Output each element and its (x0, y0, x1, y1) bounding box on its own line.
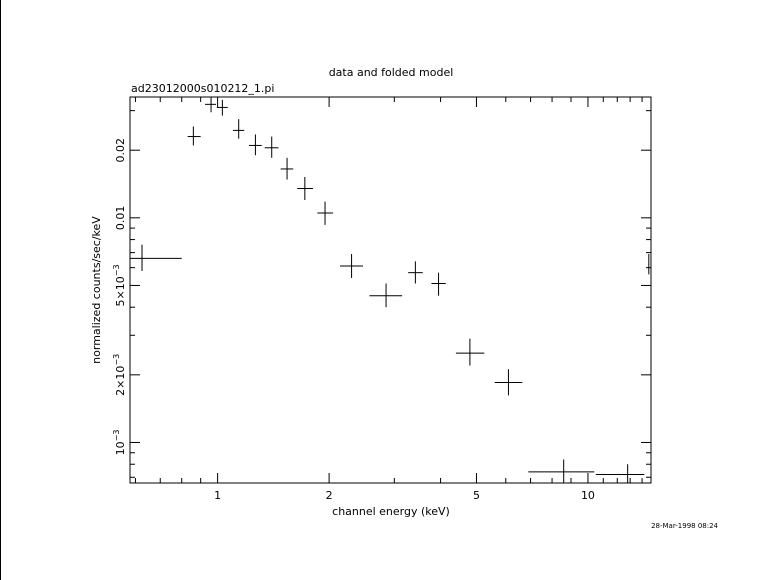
x-tick-label: 5 (473, 489, 480, 502)
x-tick-label: 1 (214, 489, 221, 502)
data-point (317, 201, 334, 225)
y-axis-label: normalized counts/sec/keV (90, 216, 103, 364)
data-point (369, 283, 403, 308)
data-point (187, 126, 201, 146)
data-point (297, 176, 314, 201)
data-point (339, 254, 364, 278)
data-point (494, 369, 523, 396)
timestamp: 28-Mar-1998 08:24 (651, 522, 718, 530)
plot-frame (129, 96, 652, 484)
chart-subtitle: ad23012000s010212_1.pi (131, 82, 274, 95)
data-point (595, 464, 645, 483)
y-tick-label: 10−3 (112, 430, 127, 456)
data-point (216, 99, 228, 116)
data-point (248, 134, 262, 156)
data-point (455, 338, 485, 366)
chart-title: data and folded model (329, 66, 454, 79)
x-tick-label: 10 (581, 489, 595, 502)
y-tick-label: 0.02 (114, 138, 127, 163)
y-tick-label: 2×10−3 (112, 354, 127, 396)
x-axis: 1 2 5 10 (134, 97, 643, 502)
data-point (264, 136, 279, 158)
data-point (408, 261, 423, 284)
x-axis-label: channel energy (keV) (332, 505, 450, 518)
data-point (205, 97, 216, 113)
x-tick-label: 2 (326, 489, 333, 502)
data-series (130, 97, 650, 483)
window-edge-line (0, 0, 1, 580)
data-point (232, 119, 245, 139)
y-tick-label: 5×10−3 (112, 264, 127, 306)
data-point (130, 244, 182, 271)
y-axis: 10−3 2×10−3 5×10−3 0.01 0.02 (112, 110, 651, 478)
data-point (280, 157, 294, 180)
y-tick-label: 0.01 (114, 206, 127, 231)
data-point (431, 272, 446, 296)
data-point (528, 459, 595, 483)
